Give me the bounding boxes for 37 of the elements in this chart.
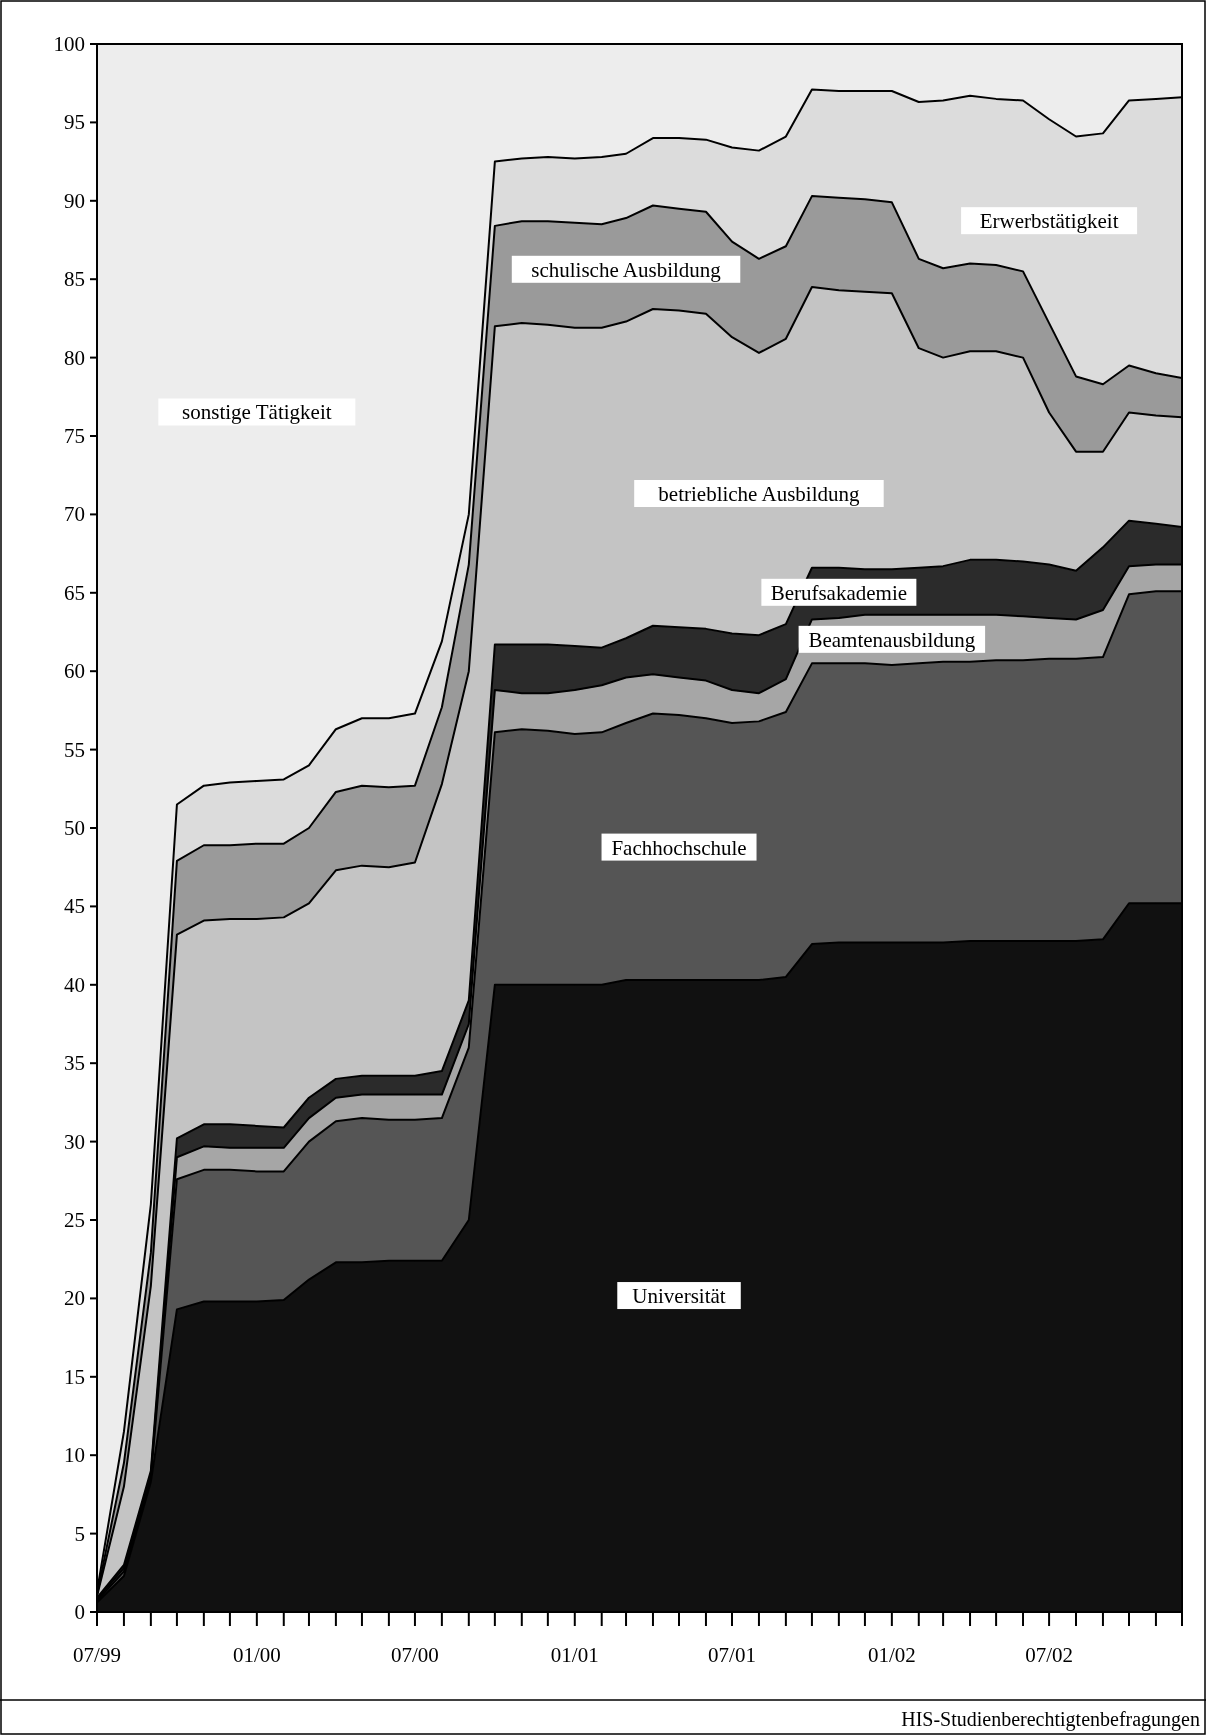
y-tick-label: 95 [64, 110, 85, 135]
y-tick-label: 45 [64, 894, 85, 919]
x-tick-label: 07/02 [1025, 1643, 1074, 1667]
series-label: betriebliche Ausbildung [658, 482, 861, 507]
y-tick-label: 0 [74, 1600, 85, 1624]
y-tick-label: 35 [64, 1051, 85, 1076]
y-tick-label: 90 [64, 188, 85, 213]
series-label: schulische Ausbildung [531, 257, 722, 282]
series-label: Fachhochschule [611, 835, 747, 860]
text: HIS-Studienberechtigtenbefragungen [901, 1708, 1200, 1731]
y-tick-label: 85 [64, 267, 85, 292]
x-tick-label: 01/01 [550, 1643, 599, 1667]
x-tick-label: 01/02 [867, 1643, 916, 1667]
series-label: Erwerbstätigkeit [979, 209, 1119, 234]
y-tick-label: 65 [64, 580, 85, 605]
series-label: sonstige Tätigkeit [182, 400, 332, 425]
y-tick-label: 60 [64, 659, 85, 684]
y-tick-label: 70 [64, 502, 85, 527]
y-tick-label: 15 [64, 1364, 85, 1389]
y-tick-label: 30 [64, 1129, 85, 1154]
y-tick-label: 25 [64, 1208, 85, 1232]
y-tick-label: 80 [64, 345, 85, 370]
y-tick-label: 55 [64, 737, 85, 762]
y-tick-label: 10 [64, 1443, 85, 1468]
y-tick-label: 50 [64, 816, 85, 840]
y-tick-label: 5 [74, 1521, 85, 1546]
series-label: Universität [632, 1284, 726, 1309]
y-tick-label: 100 [53, 32, 85, 56]
x-tick-label: 07/99 [73, 1643, 121, 1667]
x-tick-label: 07/00 [391, 1643, 439, 1667]
x-tick-label: 01/00 [232, 1643, 281, 1667]
series-label: Beamtenausbildung [808, 627, 976, 652]
x-tick-label: 07/01 [708, 1643, 756, 1667]
y-tick-label: 75 [64, 424, 85, 448]
series-label: Berufsakademie [770, 580, 908, 605]
y-tick-label: 20 [64, 1286, 85, 1311]
y-tick-label: 40 [64, 972, 85, 997]
